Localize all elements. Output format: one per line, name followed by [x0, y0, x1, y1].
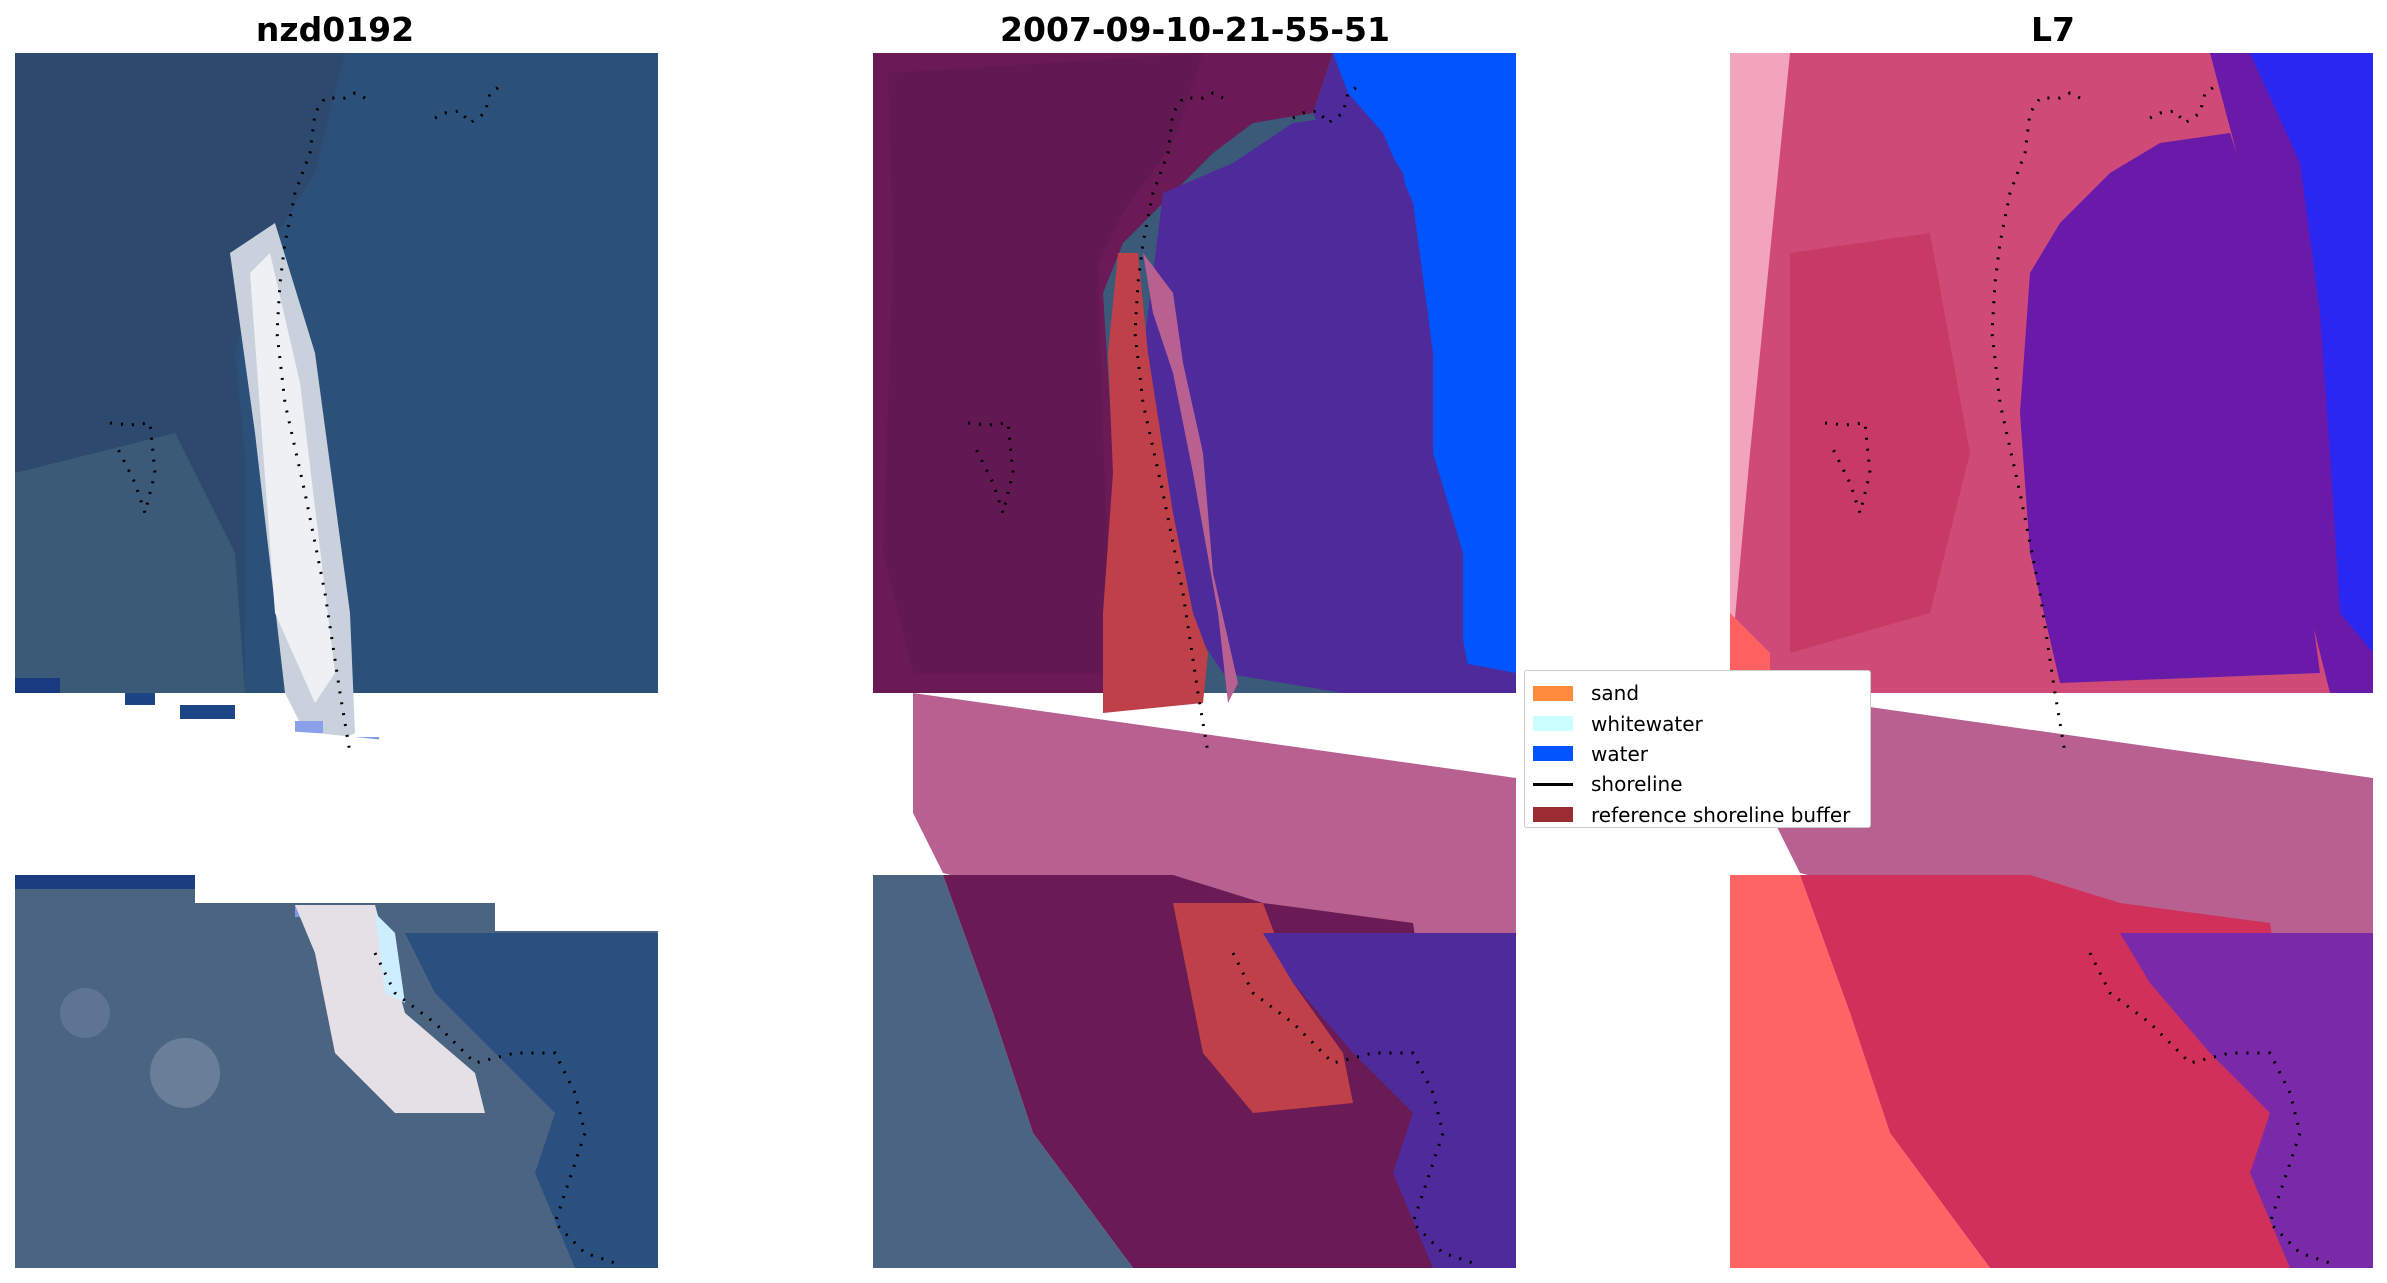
legend-label: shoreline: [1591, 772, 1683, 797]
legend-item-water: water: [1533, 739, 1862, 769]
rgb-image-panel: [15, 53, 658, 1268]
legend-label: sand: [1591, 681, 1640, 706]
buffer-swatch-icon: [1533, 807, 1573, 823]
water-swatch-icon: [1533, 746, 1573, 762]
panel-title-date: 2007-09-10-21-55-51: [1000, 10, 1390, 49]
legend-item-whitewater: whitewater: [1533, 708, 1862, 738]
sand-swatch-icon: [1533, 685, 1573, 701]
legend-label: water: [1591, 741, 1648, 766]
panel-title-rgb: nzd0192: [255, 10, 415, 49]
classified-image-panel: [873, 53, 1516, 1268]
legend-item-shoreline: shoreline: [1533, 769, 1862, 799]
legend-label: reference shoreline buffer: [1591, 802, 1851, 827]
classified-image: [873, 53, 1516, 1268]
legend-item-sand: sand: [1533, 678, 1862, 708]
legend-item-buffer: reference shoreline buffer: [1533, 800, 1862, 830]
rgb-image: [15, 53, 658, 1268]
index-image-panel: [1730, 53, 2373, 1268]
panel-title-satellite: L7: [2031, 10, 2075, 49]
shoreline-line-icon: [1533, 782, 1573, 786]
whitewater-swatch-icon: [1533, 716, 1573, 732]
index-image: [1730, 53, 2373, 1268]
legend: sand whitewater water shoreline referenc…: [1524, 670, 1871, 828]
legend-label: whitewater: [1591, 711, 1703, 736]
